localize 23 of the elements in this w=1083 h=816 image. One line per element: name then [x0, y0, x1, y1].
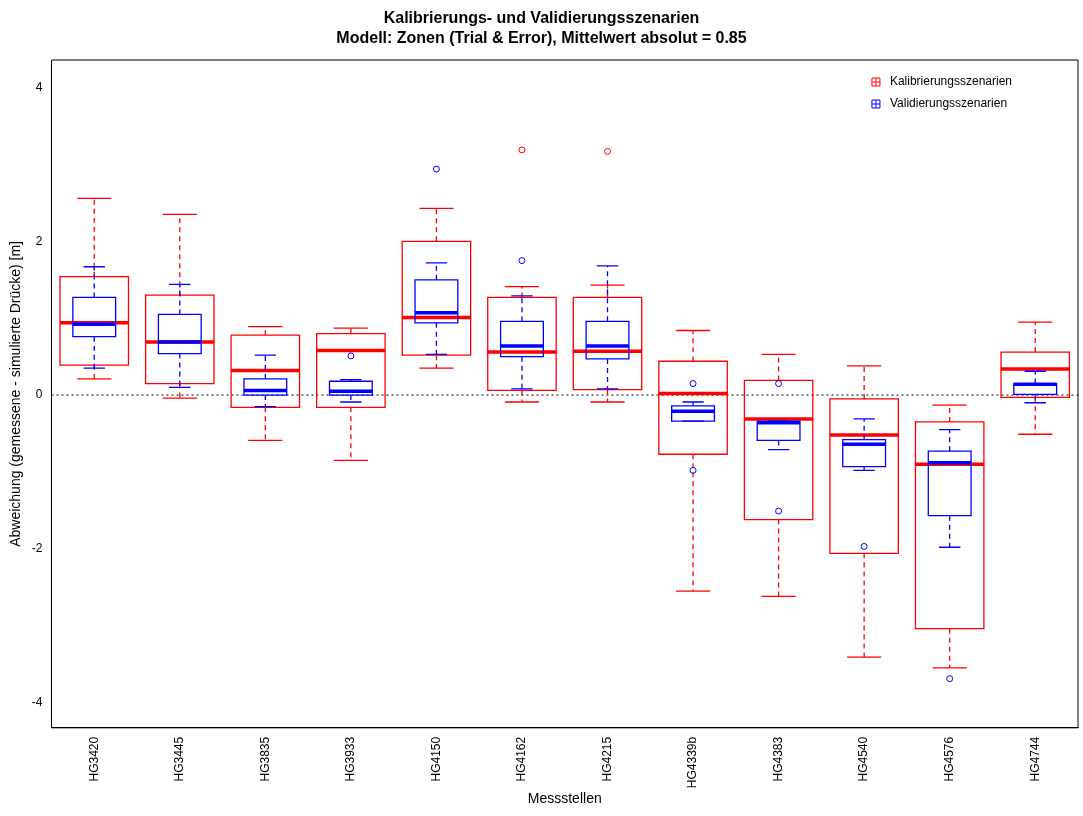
legend-label: Validierungsszenarien: [889, 96, 1008, 111]
x-tick-label: HG4744: [1027, 736, 1042, 782]
x-tick-label: HG4162: [514, 736, 529, 782]
x-tick-label: HG4576: [942, 736, 956, 782]
y-tick-label: -4: [31, 694, 43, 709]
x-tick-label: HG3933: [343, 736, 358, 782]
x-tick-label: HG3445: [172, 736, 187, 782]
x-tick-label: HG3420: [86, 736, 101, 782]
chart-title: Kalibrierungs- und Validierungsszenarien: [382, 8, 701, 28]
y-tick-label: 2: [35, 233, 43, 248]
x-tick-label: HG4339b: [685, 736, 700, 789]
x-tick-label: HG4540: [856, 736, 871, 782]
legend-label: Kalibrierungsszenarien: [889, 74, 1013, 89]
y-tick-label: 4: [35, 79, 43, 94]
x-tick-label: HG4215: [599, 736, 614, 782]
x-tick-label: HG3835: [257, 736, 272, 782]
x-tick-label: HG4150: [428, 736, 443, 782]
chart-subtitle: Modell: Zonen (Trial & Error), Mittelwert absolut = 0.85: [335, 28, 748, 48]
y-axis-title: Abweichung (gemessene - simulierte Drücke) [m]: [7, 241, 24, 547]
y-tick-label: -2: [31, 541, 43, 556]
x-axis-title: Messstellen: [527, 790, 602, 807]
x-tick-label: HG4383: [770, 736, 785, 782]
y-tick-label: 0: [35, 387, 43, 402]
